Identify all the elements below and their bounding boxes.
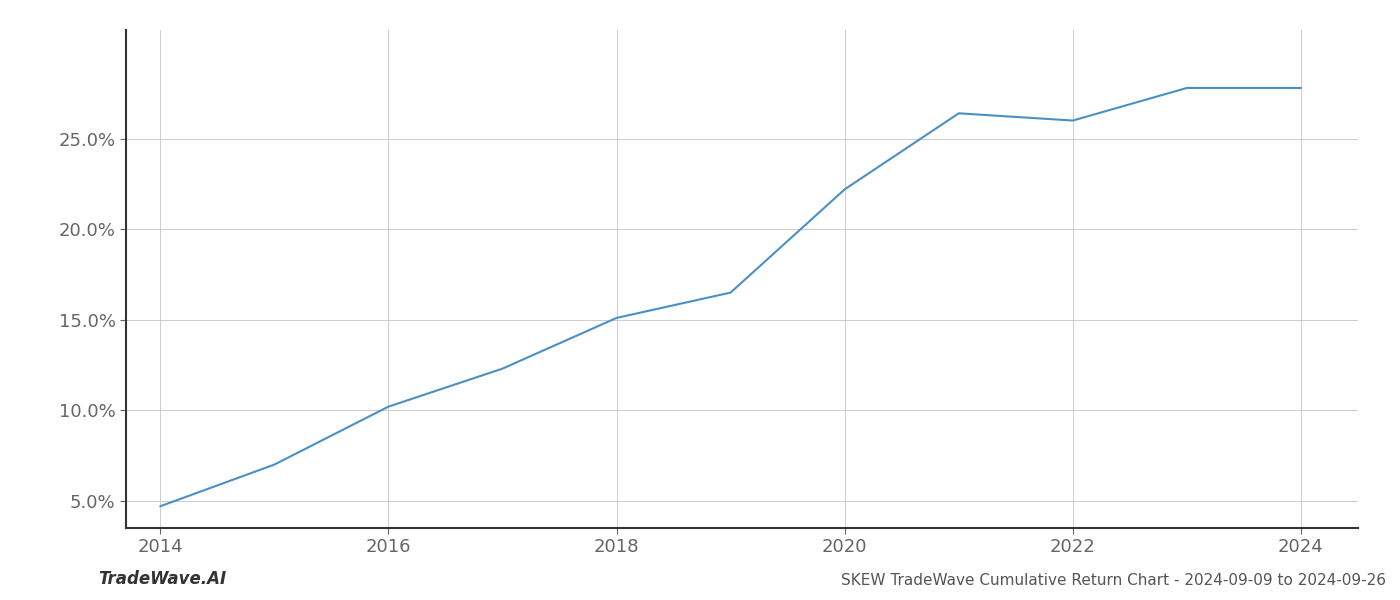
Text: SKEW TradeWave Cumulative Return Chart - 2024-09-09 to 2024-09-26: SKEW TradeWave Cumulative Return Chart -… <box>841 573 1386 588</box>
Text: TradeWave.AI: TradeWave.AI <box>98 570 227 588</box>
